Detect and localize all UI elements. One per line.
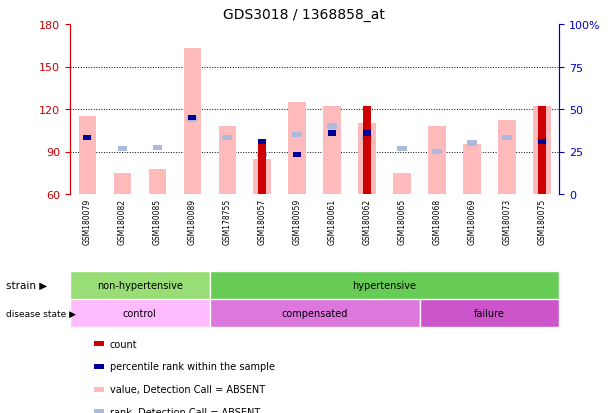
Bar [188, 116, 196, 121]
Bar [432, 150, 442, 155]
Bar [218, 127, 236, 195]
Bar [83, 135, 91, 141]
Text: percentile rank within the sample: percentile rank within the sample [110, 361, 275, 371]
Bar [393, 173, 411, 195]
Text: GDS3018 / 1368858_at: GDS3018 / 1368858_at [223, 8, 385, 22]
Bar [467, 141, 477, 146]
Bar [533, 107, 551, 195]
Bar [223, 135, 232, 141]
Bar [292, 133, 302, 138]
Bar [363, 107, 371, 195]
Bar [258, 140, 266, 145]
Bar [323, 107, 341, 195]
Bar [362, 135, 372, 141]
Bar [397, 147, 407, 152]
Bar [83, 135, 92, 141]
Text: disease state ▶: disease state ▶ [6, 309, 76, 318]
Bar [70, 299, 210, 327]
Bar [463, 145, 481, 195]
Text: GSM180062: GSM180062 [362, 198, 371, 244]
Text: GSM180065: GSM180065 [398, 198, 407, 244]
Text: GSM180061: GSM180061 [328, 198, 337, 244]
Bar [420, 299, 559, 327]
Text: GSM180089: GSM180089 [188, 198, 197, 244]
Bar [114, 173, 131, 195]
Bar [78, 117, 96, 195]
Bar [257, 152, 267, 158]
Bar [288, 103, 306, 195]
Bar [428, 127, 446, 195]
Bar [293, 152, 301, 158]
Bar [502, 135, 512, 141]
Text: hypertensive: hypertensive [353, 280, 416, 290]
Bar [327, 124, 337, 129]
Text: count: count [110, 339, 137, 349]
Bar [70, 271, 210, 299]
Bar [498, 121, 516, 195]
Bar [258, 142, 266, 195]
Text: GSM180068: GSM180068 [432, 198, 441, 244]
Bar [210, 271, 559, 299]
Text: GSM180082: GSM180082 [118, 198, 127, 244]
Text: strain ▶: strain ▶ [6, 280, 47, 290]
Bar [148, 169, 166, 195]
Text: GSM180059: GSM180059 [292, 198, 302, 244]
Bar [153, 145, 162, 151]
Text: control: control [123, 308, 157, 318]
Bar [538, 140, 546, 145]
Bar [358, 124, 376, 195]
Text: GSM180057: GSM180057 [258, 198, 267, 244]
Text: value, Detection Call = ABSENT: value, Detection Call = ABSENT [110, 384, 265, 394]
Text: GSM180079: GSM180079 [83, 198, 92, 244]
Bar [210, 299, 420, 327]
Bar [254, 159, 271, 195]
Bar [328, 131, 336, 136]
Bar [537, 138, 547, 144]
Text: GSM180085: GSM180085 [153, 198, 162, 244]
Text: non-hypertensive: non-hypertensive [97, 280, 183, 290]
Text: GSM180075: GSM180075 [537, 198, 547, 244]
Bar [363, 131, 371, 136]
Text: GSM178755: GSM178755 [223, 198, 232, 244]
Text: GSM180073: GSM180073 [502, 198, 511, 244]
Text: GSM180069: GSM180069 [468, 198, 477, 244]
Bar [117, 147, 127, 152]
Text: failure: failure [474, 308, 505, 318]
Text: rank, Detection Call = ABSENT: rank, Detection Call = ABSENT [110, 407, 260, 413]
Bar [538, 107, 546, 195]
Bar [184, 49, 201, 195]
Text: compensated: compensated [282, 308, 348, 318]
Bar [187, 117, 197, 122]
